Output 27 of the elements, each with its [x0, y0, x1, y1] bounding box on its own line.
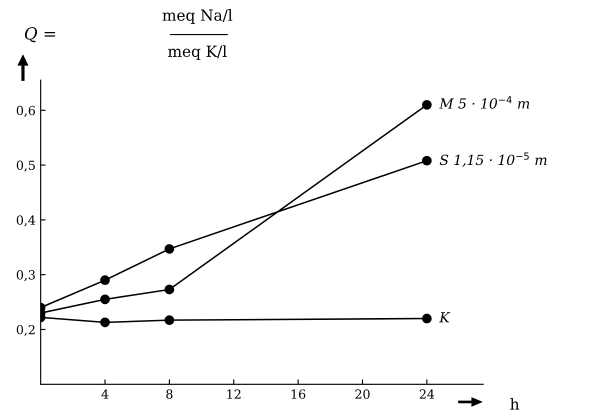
point — [100, 294, 110, 304]
point — [164, 315, 174, 326]
point — [100, 275, 110, 286]
series-label: M 5 · 10$^{−4}$ m — [439, 96, 530, 109]
y-tick-label: 0,4 — [16, 215, 36, 226]
point — [100, 318, 110, 328]
point — [164, 244, 174, 254]
series-label: K — [439, 312, 450, 322]
x-tick-label: 20 — [355, 389, 370, 399]
point — [422, 156, 432, 166]
point — [422, 100, 432, 110]
chart-title: Q = — [24, 27, 56, 42]
y-tick-label: 0,5 — [16, 160, 35, 172]
point — [164, 284, 174, 294]
y-tick-label: 0,6 — [16, 106, 36, 117]
x-tick-label: 8 — [166, 389, 173, 399]
y-tick-label: 0,3 — [16, 270, 35, 282]
x-axis-title: h — [510, 398, 520, 410]
x-tick-label: 4 — [101, 389, 108, 399]
x-tick-label: 24 — [420, 389, 434, 399]
point — [422, 314, 432, 324]
text: meq K/l — [168, 45, 227, 60]
y-tick-label: 0,2 — [16, 324, 35, 336]
text: meq Na/l — [162, 9, 232, 24]
series-label: S 1,15 · 10$^{−5}$ m — [440, 152, 547, 167]
x-tick-label: 16 — [292, 389, 306, 399]
x-tick-label: 12 — [227, 389, 240, 399]
